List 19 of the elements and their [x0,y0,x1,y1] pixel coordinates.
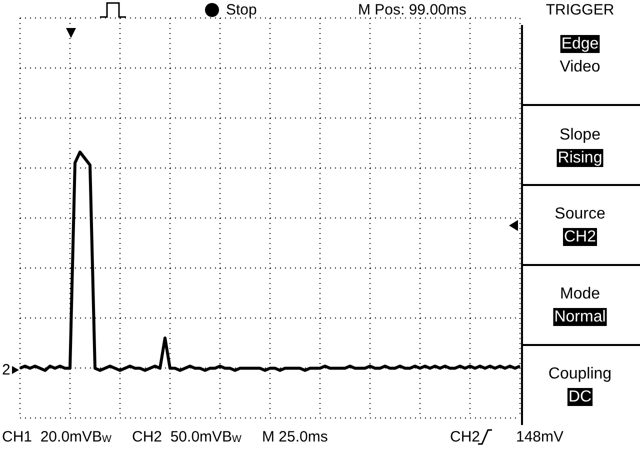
text: TRIGGER [546,2,614,18]
text: Source [554,206,606,222]
text: Slope [560,126,601,144]
text: CH2 [450,428,480,446]
text: M Pos: 99.00ms [358,2,466,18]
text: Normal [554,308,606,326]
text: Rising [558,150,602,166]
text: Mode [560,286,600,302]
text: CH2 50.0mVBW [132,428,242,446]
text: 148mV [516,428,564,446]
text: M 25.0ms [262,428,328,446]
text: Coupling [548,366,612,382]
text: CH2 [564,228,596,246]
text: Edge [561,36,599,52]
text: DC [568,388,592,406]
text: Video [560,58,600,76]
text: 2 [2,362,10,378]
text: CH1 20.0mVBW [2,428,112,446]
text: Stop [226,2,257,18]
